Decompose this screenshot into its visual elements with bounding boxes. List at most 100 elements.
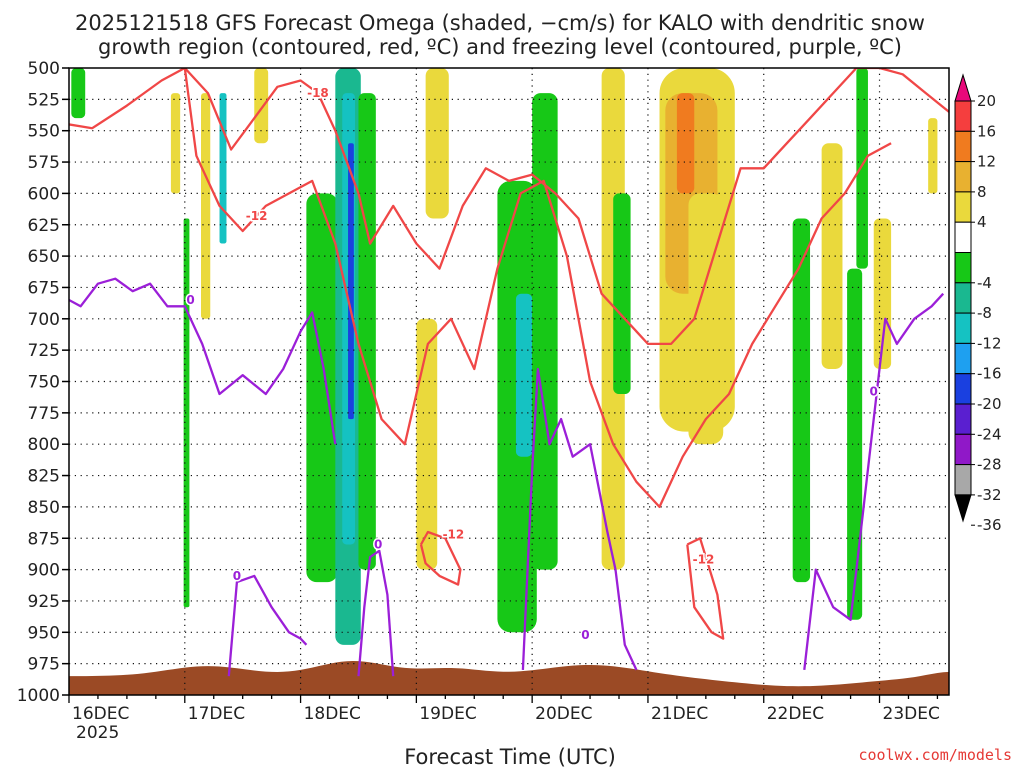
- omega-region-5: [219, 93, 227, 244]
- omega-region-15: [515, 293, 533, 457]
- omega-region-21: [676, 93, 695, 194]
- chart-title-line-2: growth region (contoured, red, ºC) and f…: [98, 35, 902, 59]
- chart-title-line-1: 2025121518 GFS Forecast Omega (shaded, −…: [75, 11, 925, 35]
- omega-region-4: [201, 93, 211, 319]
- omega-region-27: [873, 218, 892, 369]
- colorbar-label--12: -12: [977, 334, 1002, 352]
- xtick-label-19DEC: 19DEC: [419, 704, 476, 724]
- ytick-label-625: 625: [28, 216, 60, 236]
- colorbar-band-9: [954, 342, 972, 375]
- ytick-label-850: 850: [28, 498, 60, 518]
- omega-region-11: [358, 93, 376, 570]
- omega-region-2: [170, 93, 181, 194]
- gridlines: [69, 68, 949, 695]
- colorbar-band-8: [954, 312, 972, 344]
- ytick-label-700: 700: [28, 310, 60, 330]
- dgz-12-bubble-21dec-line: [686, 537, 725, 640]
- colorbar-band-7: [954, 282, 972, 314]
- omega-region-7: [306, 193, 338, 583]
- colorbar-band-11: [954, 403, 972, 435]
- colorbar-band-4: [954, 191, 972, 223]
- omega-region-1: [71, 68, 86, 119]
- omega-region-28: [928, 118, 938, 194]
- freezing-level-18dec-line: [357, 549, 395, 677]
- xtick-label-17DEC: 17DEC: [188, 704, 245, 724]
- terrain-fill: [69, 661, 949, 695]
- ytick-label-650: 650: [28, 247, 60, 267]
- dgz-12-bubble-21dec-label: -12: [693, 553, 715, 567]
- ytick-label-1000: 1000: [17, 686, 60, 706]
- omega-region-3: [183, 218, 190, 608]
- xtick-label-20DEC: 20DEC: [535, 704, 592, 724]
- freezing-level-west-line: [69, 277, 337, 445]
- omega-region-24: [821, 143, 843, 369]
- time-axis: 16DEC 17DEC 18DEC 19DEC 20DEC 21DEC 22DEC 23DEC: [68, 695, 940, 724]
- omega-region-13: [416, 318, 438, 570]
- colorbar-band-12: [954, 433, 972, 466]
- ytick-label-950: 950: [28, 623, 60, 643]
- year-label: 2025: [76, 723, 119, 743]
- dgz-18-upper-line: [69, 68, 949, 346]
- colorbar-label--24: -24: [977, 425, 1002, 443]
- colorbar-label--16: -16: [977, 365, 1002, 383]
- dgz-12-bubble-19dec-line: [419, 530, 462, 586]
- colorbar-bottom-arrow: [954, 494, 972, 523]
- xtick-label-23DEC: 23DEC: [883, 704, 940, 724]
- colorbar-band-3: [954, 161, 972, 193]
- dgz-18-upper-label: -18: [307, 86, 329, 100]
- xtick-label-16DEC: 16DEC: [72, 704, 129, 724]
- colorbar-label-20: 20: [977, 92, 996, 110]
- colorbar-band-1: [954, 100, 972, 132]
- colorbar-label--4: -4: [977, 274, 992, 292]
- ytick-label-800: 800: [28, 435, 60, 455]
- ytick-label-550: 550: [28, 122, 60, 142]
- ytick-label-600: 600: [28, 184, 60, 204]
- colorbar-label-12: 12: [977, 153, 996, 171]
- ytick-label-775: 775: [28, 404, 60, 424]
- dgz-12-bubble-19dec-label: -12: [443, 527, 465, 541]
- ytick-label-900: 900: [28, 561, 60, 581]
- ytick-label-675: 675: [28, 278, 60, 298]
- colorbar-label--28: -28: [977, 456, 1002, 474]
- omega-region-10: [348, 143, 354, 420]
- dgz-12-lower-line: [183, 68, 892, 509]
- ytick-label-750: 750: [28, 373, 60, 393]
- omega-region-12: [425, 68, 449, 219]
- colorbar-band-2: [954, 130, 972, 163]
- colorbar-label--20: -20: [977, 395, 1002, 413]
- ytick-label-825: 825: [28, 467, 60, 487]
- ytick-label-525: 525: [28, 90, 60, 110]
- colorbar-label--8: -8: [977, 304, 992, 322]
- ytick-label-875: 875: [28, 529, 60, 549]
- freezing-level-east-label: 0: [870, 385, 878, 399]
- freezing-level-low-line: [227, 574, 308, 677]
- colorbar-band-6: [954, 252, 972, 284]
- colorbar-band-5: [954, 221, 972, 253]
- freezing-level-18dec-label: 0: [374, 538, 382, 552]
- x-axis-title: Forecast Time (UTC): [404, 745, 616, 768]
- colorbar-band-13: [954, 464, 972, 496]
- ytick-label-975: 975: [28, 655, 60, 675]
- xtick-label-22DEC: 22DEC: [767, 704, 824, 724]
- colorbar: 20 16 12 8 4 -4 -8 -12 -16 -20 -24 -28 -32 -36: [954, 73, 1002, 534]
- freezing-level-20dec-label: 0: [581, 628, 589, 642]
- terrain-surface: [69, 661, 949, 695]
- freezing-level-west-label: 0: [186, 293, 194, 307]
- freezing-level-east-line: [803, 292, 945, 671]
- ytick-label-725: 725: [28, 341, 60, 361]
- ytick-label-925: 925: [28, 592, 60, 612]
- credit-text: coolwx.com/models: [858, 746, 1012, 764]
- colorbar-label--32: -32: [977, 486, 1002, 504]
- dgz-12-lower-label: -12: [246, 209, 268, 223]
- temperature-contours: -18 -12 -12 -12 0 0 0 0 0: [69, 68, 949, 677]
- colorbar-label-16: 16: [977, 122, 996, 140]
- omega-region-23: [792, 218, 811, 583]
- freezing-level-low-label: 0: [233, 569, 241, 583]
- freezing-level-20dec-line: [521, 367, 638, 671]
- colorbar-label--36: -36: [977, 516, 1002, 534]
- omega-region-25: [847, 268, 863, 620]
- omega-region-26: [856, 68, 868, 269]
- pressure-axis: 500 525 550 575 600 625 650 675 700 725 750 775 800 8…: [17, 59, 69, 706]
- ytick-label-500: 500: [28, 59, 60, 79]
